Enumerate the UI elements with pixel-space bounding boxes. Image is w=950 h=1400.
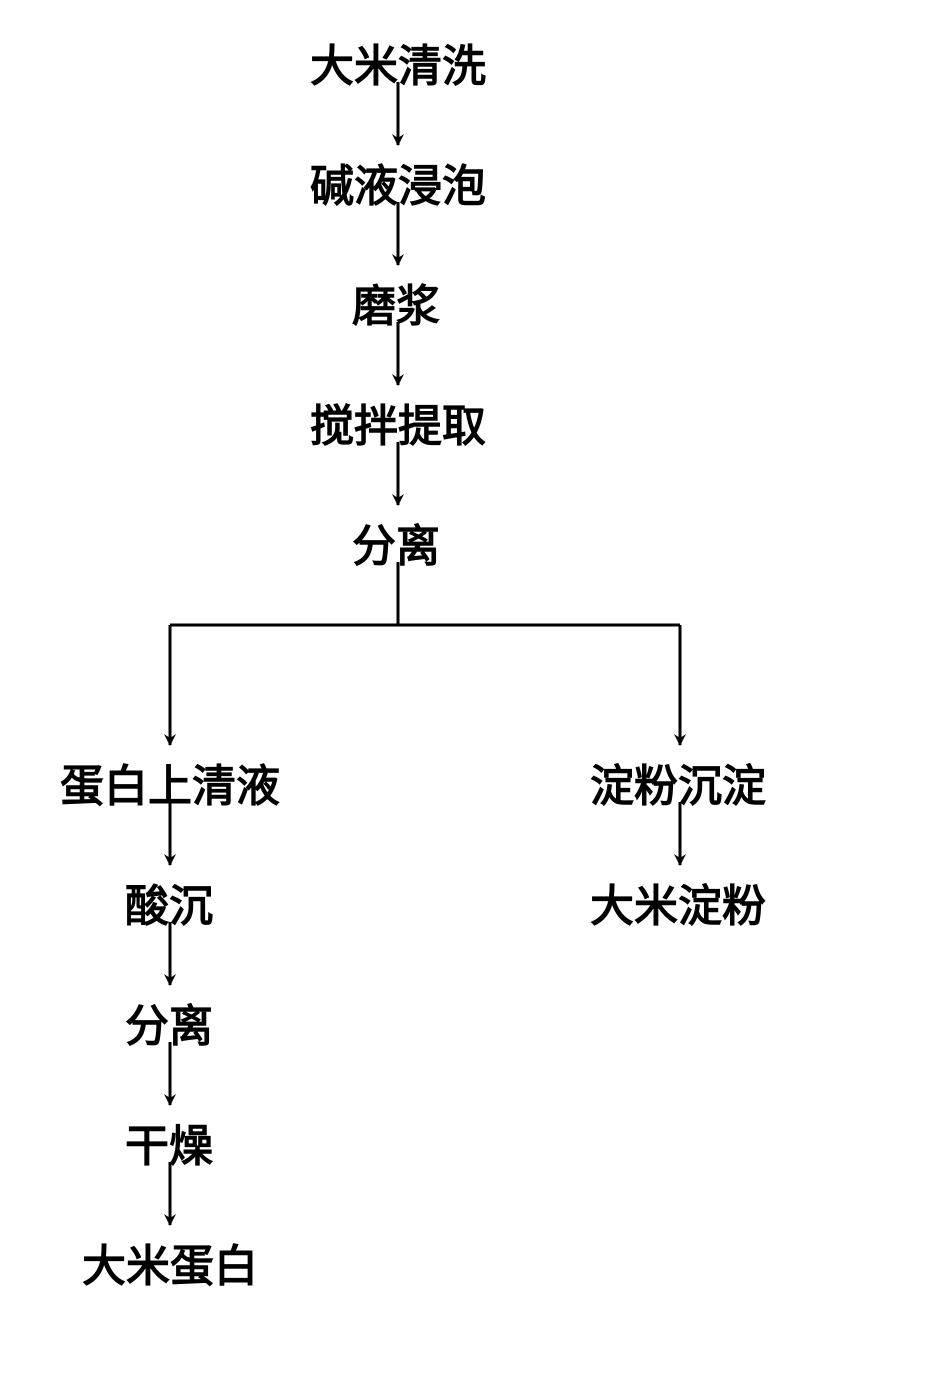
flowchart-edges (0, 0, 950, 1400)
